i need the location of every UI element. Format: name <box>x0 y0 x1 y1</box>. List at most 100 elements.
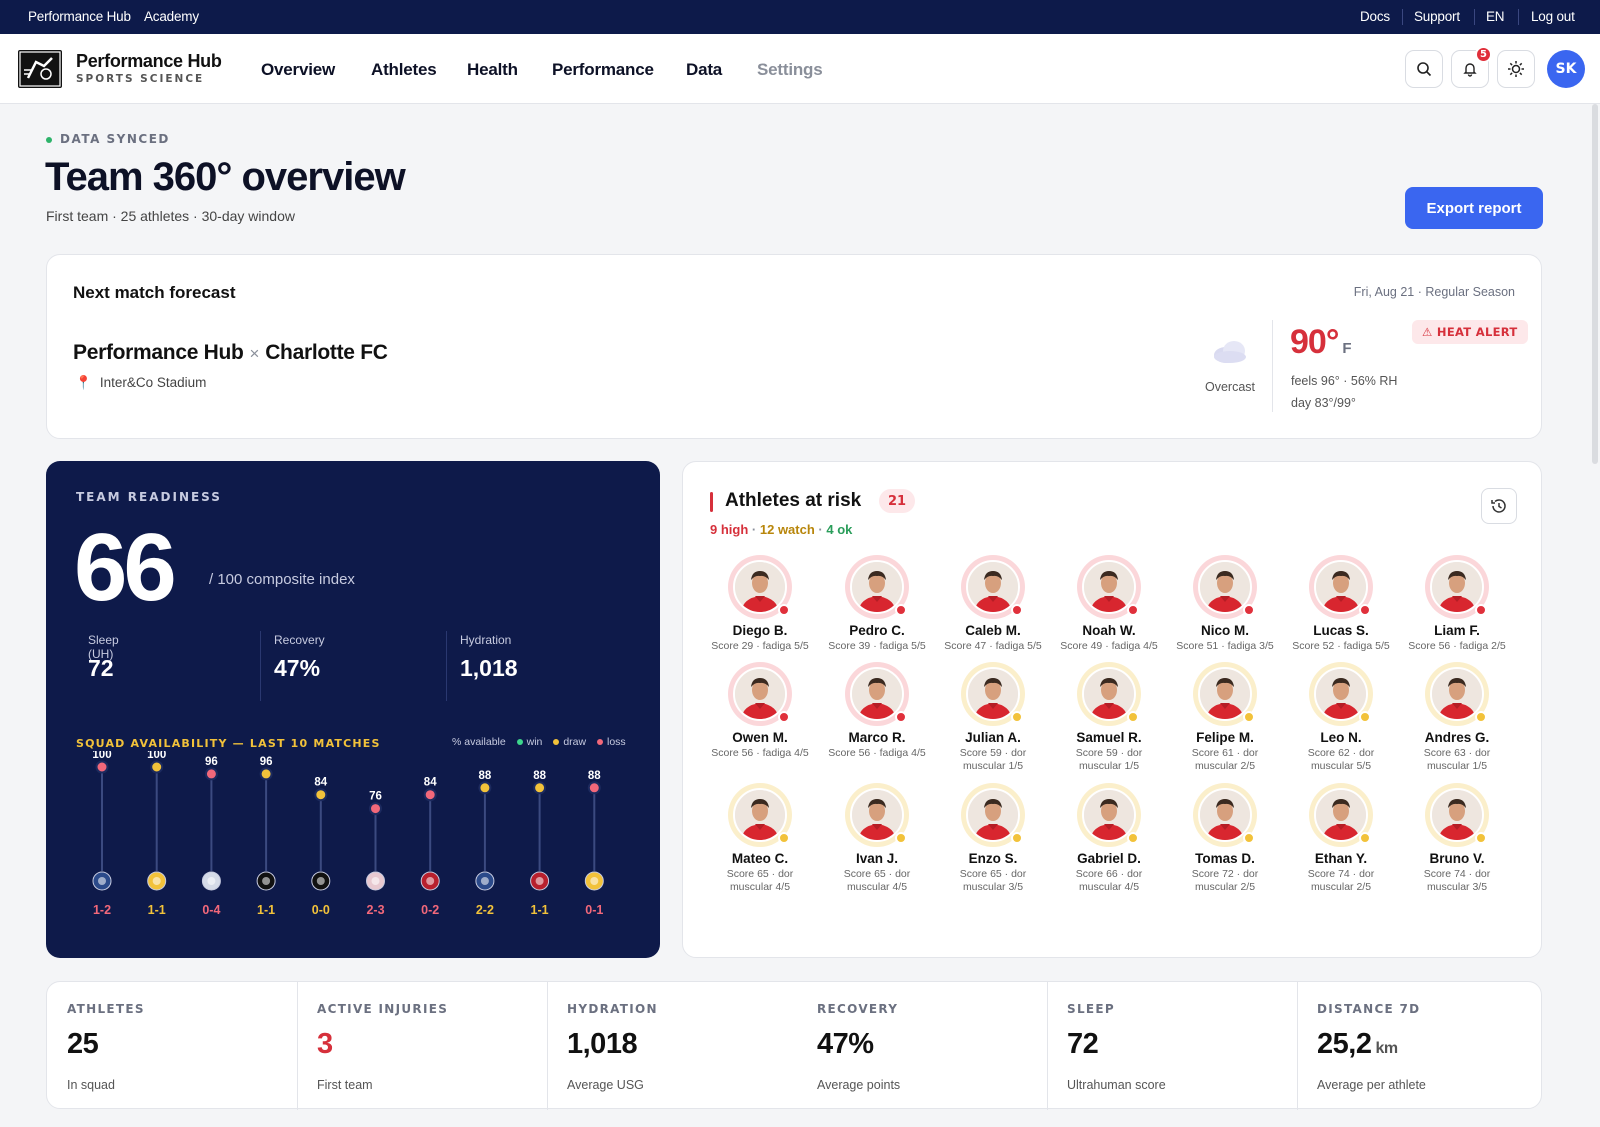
language-selector[interactable]: EN <box>1486 9 1505 24</box>
availability-point[interactable] <box>423 788 437 802</box>
athlete-avatar <box>1314 667 1368 721</box>
stat-label: DISTANCE 7D <box>1317 1002 1421 1016</box>
club-crest-icon <box>256 871 276 891</box>
availability-point[interactable] <box>587 781 601 795</box>
stat-label: SLEEP <box>1067 1002 1115 1016</box>
athlete-card[interactable]: Liam F. Score 56 · fadiga 2/5 <box>1401 555 1513 675</box>
athlete-card[interactable]: Pedro C. Score 39 · fadiga 5/5 <box>821 555 933 675</box>
history-button[interactable] <box>1481 488 1517 524</box>
nav-health[interactable]: Health <box>467 60 518 79</box>
stat-description: Ultrahuman score <box>1067 1078 1166 1092</box>
athlete-card[interactable]: Felipe M. Score 61 · dor muscular 2/5 <box>1169 662 1281 782</box>
athlete-card[interactable]: Marco R. Score 56 · fadiga 4/5 <box>821 662 933 782</box>
search-button[interactable] <box>1405 50 1443 88</box>
athlete-card[interactable]: Leo N. Score 62 · dor muscular 5/5 <box>1285 662 1397 782</box>
match-venue: 📍 Inter&Co Stadium <box>75 375 206 391</box>
availability-point[interactable] <box>204 767 218 781</box>
stat-tile: DISTANCE 7D 25,2 km Average per athlete <box>1297 982 1547 1110</box>
nav-performance[interactable]: Performance <box>552 60 654 79</box>
nav-athletes[interactable]: Athletes <box>371 60 437 79</box>
match-score-label: 2-3 <box>366 903 384 917</box>
availability-point[interactable] <box>259 767 273 781</box>
athlete-card[interactable]: Diego B. Score 29 · fadiga 5/5 <box>704 555 816 675</box>
athlete-avatar-ring <box>961 555 1025 619</box>
availability-value-label: 100 <box>92 751 111 761</box>
athlete-name: Marco R. <box>848 730 906 745</box>
athlete-card[interactable]: Julian A. Score 59 · dor muscular 1/5 <box>937 662 1049 782</box>
page-scrollbar[interactable] <box>1592 104 1598 464</box>
athlete-card[interactable]: Tomas D. Score 72 · dor muscular 2/5 <box>1169 783 1281 903</box>
stat-number: 25,2 <box>1317 1028 1372 1060</box>
athlete-card[interactable]: Noah W. Score 49 · fadiga 4/5 <box>1053 555 1165 675</box>
athlete-info: Score 56 · fadiga 4/5 <box>828 747 926 759</box>
stat-value: 25,2 km <box>1317 1028 1398 1061</box>
athlete-avatar <box>1314 788 1368 842</box>
athlete-card[interactable]: Nico M. Score 51 · fadiga 3/5 <box>1169 555 1281 675</box>
match-score-label: 1-1 <box>257 903 275 917</box>
logout-link[interactable]: Log out <box>1531 9 1575 24</box>
club-crest-icon <box>530 871 550 891</box>
athlete-name: Diego B. <box>732 623 788 638</box>
availability-point[interactable] <box>314 788 328 802</box>
stat-tile: RECOVERY 47% Average points <box>797 982 1047 1110</box>
availability-point[interactable] <box>369 802 382 816</box>
availability-point[interactable] <box>150 760 164 774</box>
metric-value: 72 <box>88 655 114 681</box>
top-bar: Performance Hub Academy Docs Support EN … <box>0 0 1600 34</box>
athlete-name: Lucas S. <box>1313 623 1369 638</box>
athlete-card[interactable]: Ethan Y. Score 74 · dor muscular 2/5 <box>1285 783 1397 903</box>
athlete-avatar <box>1198 560 1252 614</box>
topbar-link-docs[interactable]: Docs <box>1360 9 1390 24</box>
chart-legend: % available win draw loss <box>452 736 626 748</box>
stat-tile: SLEEP 72 Ultrahuman score <box>1047 982 1297 1110</box>
match-score-label: 0-1 <box>585 903 603 917</box>
athlete-card[interactable]: Lucas S. Score 52 · fadiga 5/5 <box>1285 555 1397 675</box>
availability-point[interactable] <box>533 781 547 795</box>
match-score-label: 0-2 <box>421 903 439 917</box>
athlete-name: Felipe M. <box>1196 730 1254 745</box>
athlete-card[interactable]: Owen M. Score 56 · fadiga 4/5 <box>704 662 816 782</box>
cloud-icon <box>1214 341 1246 363</box>
availability-value-label: 88 <box>479 770 492 782</box>
nav-settings[interactable]: Settings <box>757 60 823 79</box>
topbar-link-academy[interactable]: Academy <box>144 9 199 24</box>
club-crest-icon <box>366 871 385 891</box>
athlete-name: Liam F. <box>1434 623 1480 638</box>
athlete-card[interactable]: Ivan J. Score 65 · dor muscular 4/5 <box>821 783 933 903</box>
nav-overview[interactable]: Overview <box>261 60 336 79</box>
match-score-label: 0-4 <box>202 903 220 917</box>
legend-available: % available <box>452 736 506 748</box>
notifications-button[interactable] <box>1451 50 1489 88</box>
athlete-card[interactable]: Bruno V. Score 74 · dor muscular 3/5 <box>1401 783 1513 903</box>
stat-description: Average points <box>817 1078 901 1092</box>
export-report-button[interactable]: Export report <box>1405 187 1543 229</box>
risk-status-dot <box>778 711 790 723</box>
availability-point[interactable] <box>478 781 492 795</box>
risk-status-dot <box>1243 832 1255 844</box>
stat-value: 1,018 <box>567 1028 638 1061</box>
athlete-name: Mateo C. <box>731 851 789 866</box>
athlete-card[interactable]: Enzo S. Score 65 · dor muscular 3/5 <box>937 783 1049 903</box>
athlete-avatar <box>850 667 904 721</box>
club-crest-icon <box>147 871 167 891</box>
stat-label: ATHLETES <box>67 1002 145 1016</box>
athlete-avatar <box>1430 788 1484 842</box>
athlete-avatar <box>1198 788 1252 842</box>
athlete-card[interactable]: Caleb M. Score 47 · fadiga 5/5 <box>937 555 1049 675</box>
athlete-card[interactable]: Gabriel D. Score 66 · dor muscular 4/5 <box>1053 783 1165 903</box>
metric-label: Sleep (UH) <box>88 633 119 661</box>
match-teams: Performance Hub × Charlotte FC <box>73 341 388 365</box>
athlete-card[interactable]: Andres G. Score 63 · dor muscular 1/5 <box>1401 662 1513 782</box>
brand-logo[interactable] <box>18 50 62 88</box>
user-avatar[interactable]: SK <box>1547 50 1585 88</box>
athlete-name: Ivan J. <box>855 851 899 866</box>
athlete-card[interactable]: Mateo C. Score 65 · dor muscular 4/5 <box>704 783 816 903</box>
theme-toggle-button[interactable] <box>1497 50 1535 88</box>
topbar-link-support[interactable]: Support <box>1414 9 1460 24</box>
athlete-avatar <box>850 560 904 614</box>
nav-data[interactable]: Data <box>686 60 723 79</box>
athlete-avatar <box>733 667 787 721</box>
availability-point[interactable] <box>95 760 109 774</box>
topbar-link-performance-hub[interactable]: Performance Hub <box>28 9 131 24</box>
athlete-card[interactable]: Samuel R. Score 59 · dor muscular 1/5 <box>1053 662 1165 782</box>
